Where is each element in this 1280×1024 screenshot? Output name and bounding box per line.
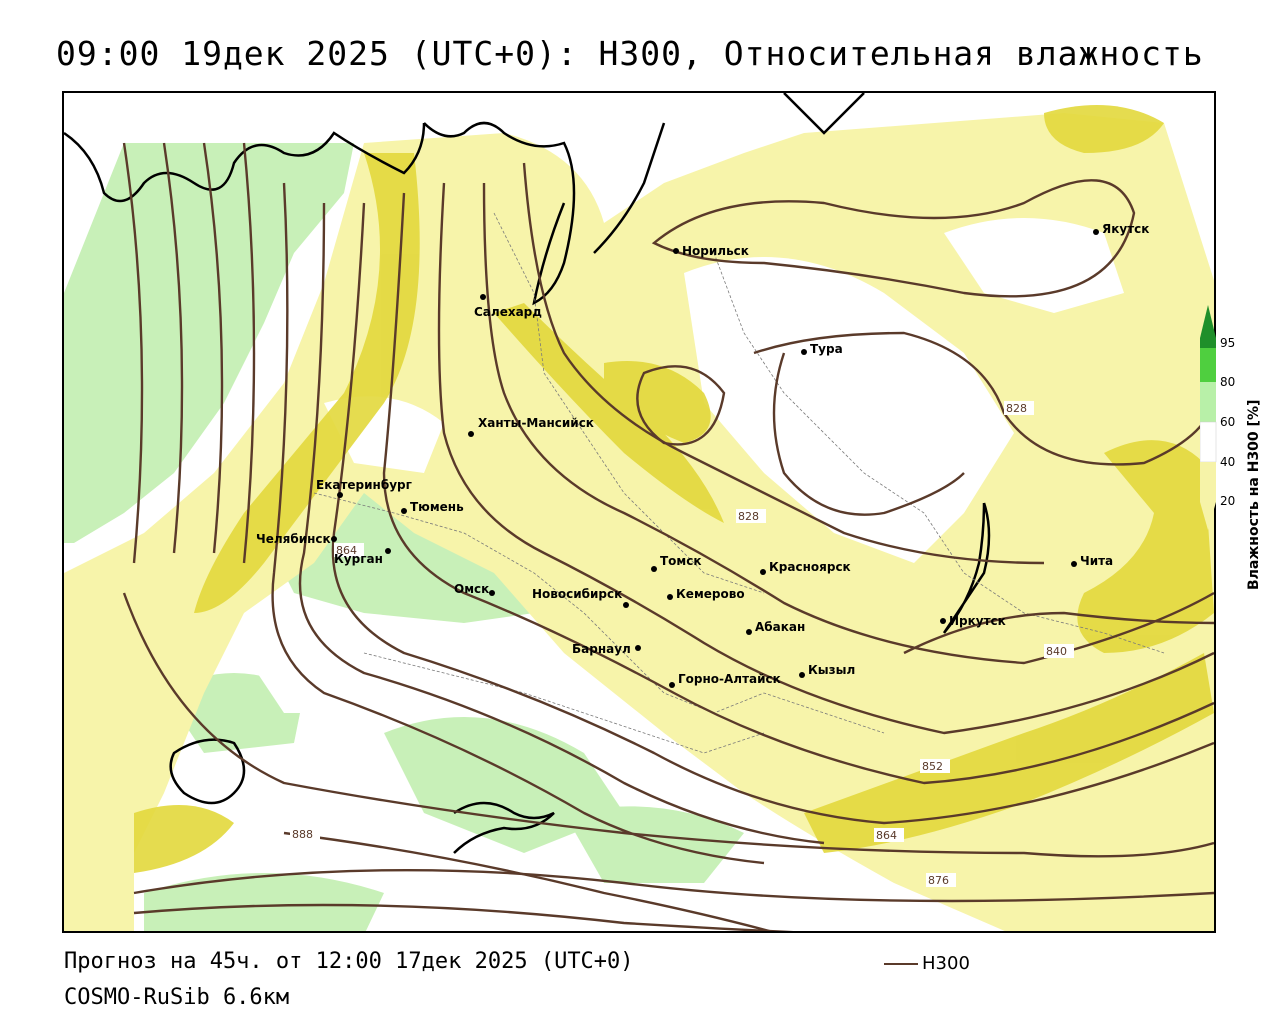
region-borders <box>313 212 1165 754</box>
city-label: Тура <box>810 342 843 356</box>
forecast-info: Прогноз на 45ч. от 12:00 17дек 2025 (UTC… <box>64 949 634 974</box>
contour-label: 864 <box>336 544 357 557</box>
contour-label: 852 <box>922 760 943 773</box>
map-title: 09:00 19дек 2025 (UTC+0): H300, Относите… <box>56 34 1204 73</box>
city-label: Новосибирск <box>532 587 622 601</box>
colorbar-tick: 60 <box>1220 415 1236 429</box>
city-label: Кемерово <box>676 587 745 601</box>
city-label: Тюмень <box>410 500 464 514</box>
city-label: Кызыл <box>808 663 855 677</box>
colorbar-tick: 20 <box>1220 494 1236 508</box>
city-label: Якутск <box>1102 222 1149 236</box>
contour-label: 876 <box>928 874 949 887</box>
city-label: Екатеринбург <box>316 478 412 492</box>
legend-line-swatch <box>884 963 918 965</box>
colorbar-scale <box>1200 305 1217 530</box>
contour-label: 828 <box>738 510 759 523</box>
map-frame: 828 828 840 852 864 864 876 888 Норильск… <box>62 91 1216 933</box>
h300-contours <box>122 142 1214 931</box>
city-label: Иркутск <box>949 614 1006 628</box>
contour-label: 864 <box>876 829 897 842</box>
city-label: Красноярск <box>769 560 851 574</box>
weather-map: 828 828 840 852 864 864 876 888 Норильск… <box>64 93 1214 931</box>
humidity-white-areas <box>244 218 1124 713</box>
contour-label: 828 <box>1006 402 1027 415</box>
model-name: COSMO-RuSib 6.6км <box>64 985 290 1010</box>
humidity-dark-yellow-bands <box>134 105 1214 873</box>
city-label: Курган <box>334 552 383 566</box>
humidity-yellow-areas <box>64 113 1214 931</box>
city-label: Томск <box>660 554 702 568</box>
city-label: Горно-Алтайск <box>678 672 781 686</box>
city-label: Челябинск <box>256 532 331 546</box>
city-label: Салехард <box>474 305 542 319</box>
coastlines <box>64 93 991 854</box>
contour-label: 840 <box>1046 645 1067 658</box>
city-label: Омск <box>454 582 489 596</box>
cities: Норильск Якутск Салехард Тура Ханты-Манс… <box>256 222 1149 688</box>
city-label: Ханты-Мансийск <box>478 416 594 430</box>
colorbar-title: Влажность на H300 [%] <box>1246 399 1262 590</box>
contour-label: 888 <box>292 828 313 841</box>
legend-label: H300 <box>922 953 970 974</box>
colorbar-tick: 80 <box>1220 375 1236 389</box>
contour-labels: 828 828 840 852 864 864 876 888 <box>290 401 1074 887</box>
contour-legend: H300 <box>884 953 970 974</box>
colorbar-tick: 95 <box>1220 336 1236 350</box>
colorbar-tick: 40 <box>1220 455 1236 469</box>
city-label: Абакан <box>755 620 805 634</box>
city-label: Барнаул <box>572 642 631 656</box>
city-label: Норильск <box>682 244 749 258</box>
city-label: Чита <box>1080 554 1113 568</box>
